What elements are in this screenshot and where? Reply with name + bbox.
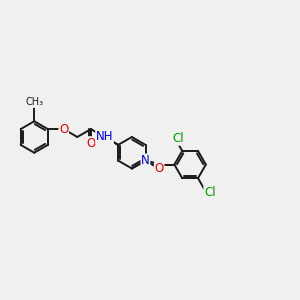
Text: Cl: Cl (172, 132, 184, 145)
Text: O: O (154, 162, 164, 175)
Text: O: O (59, 123, 68, 136)
Text: NH: NH (96, 130, 113, 143)
Text: Cl: Cl (204, 185, 216, 199)
Text: N: N (141, 154, 150, 167)
Text: CH₃: CH₃ (25, 97, 43, 107)
Text: O: O (86, 137, 96, 150)
